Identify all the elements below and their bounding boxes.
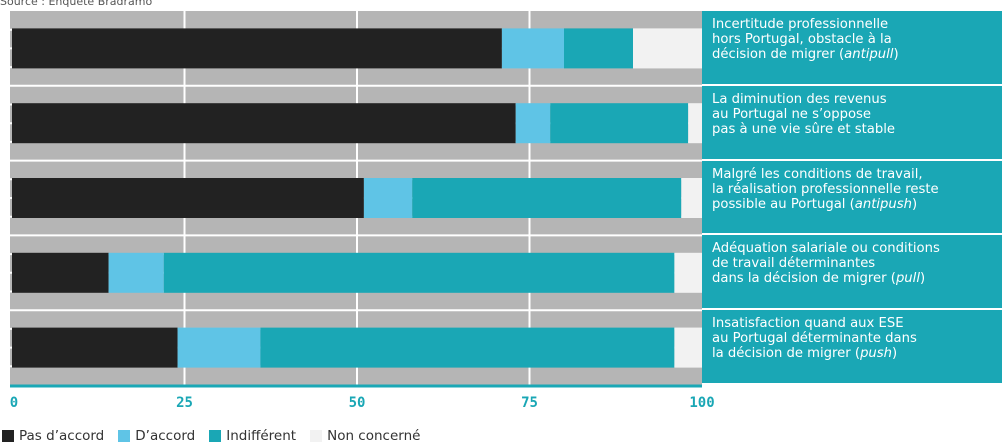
x-tick-label: 75 bbox=[521, 395, 538, 411]
stacked-bar-chart bbox=[10, 11, 702, 388]
x-tick-label: 25 bbox=[176, 395, 193, 411]
bar-segment bbox=[177, 327, 261, 368]
bar-segment bbox=[688, 103, 702, 144]
category-labels: Incertitude professionnelle hors Portugal… bbox=[702, 11, 1002, 385]
legend-swatch bbox=[209, 430, 222, 442]
legend-label: Indifférent bbox=[226, 428, 297, 444]
bar-segment bbox=[633, 28, 702, 69]
bar-segment bbox=[163, 252, 675, 293]
x-tick-label: 100 bbox=[689, 395, 715, 411]
legend-label: Pas d’accord bbox=[19, 428, 105, 444]
category-label: Incertitude professionnelle hors Portugal… bbox=[702, 11, 1002, 86]
category-label: Insatisfaction quand aux ESE au Portugal … bbox=[702, 310, 1002, 385]
bar-segment bbox=[108, 252, 164, 293]
bar-segment bbox=[681, 178, 702, 218]
bar-segment bbox=[515, 103, 551, 144]
bar-segment bbox=[363, 178, 413, 218]
bar-segment bbox=[412, 178, 682, 218]
bar-segment bbox=[564, 28, 633, 69]
category-label: Adéquation salariale ou conditions de tra… bbox=[702, 235, 1002, 311]
bar-segment bbox=[12, 327, 178, 368]
x-axis: 0 25 50 75 100 bbox=[0, 393, 720, 417]
legend-swatch bbox=[2, 430, 14, 442]
legend-item: D’accord bbox=[118, 428, 195, 444]
bar-segment bbox=[12, 178, 364, 218]
legend-label: D’accord bbox=[135, 428, 196, 444]
bar-segment bbox=[12, 28, 502, 69]
category-label: La diminution des revenus au Portugal ne … bbox=[702, 85, 1002, 161]
bar-segment bbox=[12, 103, 516, 144]
legend-swatch bbox=[118, 430, 131, 442]
legend-item: Non concerné bbox=[310, 428, 420, 444]
legend-item: Indifférent bbox=[209, 428, 296, 444]
x-tick-label: 50 bbox=[348, 395, 366, 411]
legend-swatch bbox=[310, 430, 323, 442]
bar-segment bbox=[260, 327, 675, 368]
source-note: Source : Enquête Bradramo bbox=[0, 0, 153, 8]
bar-segment bbox=[501, 28, 564, 69]
bar-segment bbox=[674, 252, 702, 293]
category-label: Malgré les conditions de travail, la réal… bbox=[702, 160, 1002, 236]
x-tick-label: 0 bbox=[9, 395, 19, 411]
legend: Pas d’accord D’accord Indifférent Non conce… bbox=[2, 427, 434, 445]
bar-segment bbox=[12, 252, 109, 293]
bar-segment bbox=[550, 103, 689, 144]
bar-segment bbox=[674, 327, 702, 368]
legend-item: Pas d’accord bbox=[2, 428, 104, 444]
legend-label: Non concerné bbox=[327, 428, 421, 444]
